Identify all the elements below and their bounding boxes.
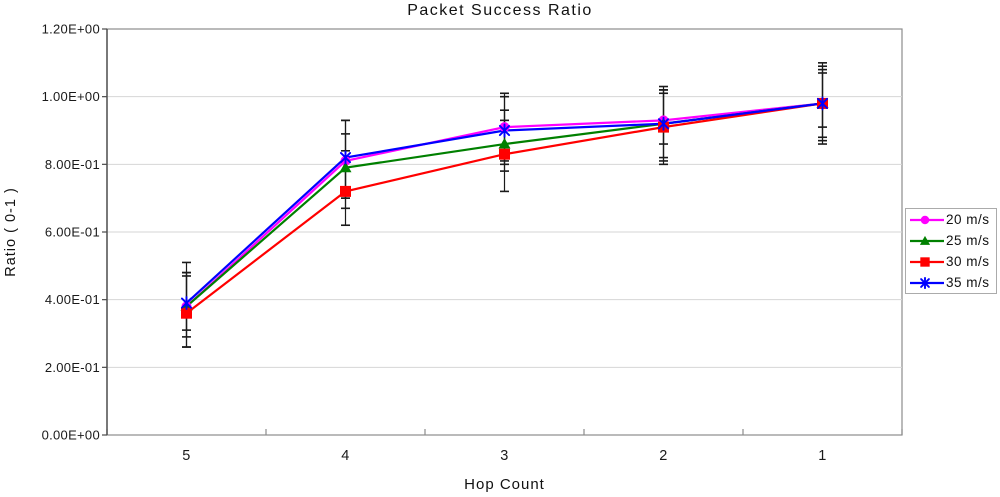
- legend-label: 20 m/s: [946, 212, 990, 227]
- legend-item-25-m-s: 25 m/s: [906, 230, 996, 251]
- marker-asterisk: [180, 296, 193, 310]
- marker-square: [499, 148, 510, 160]
- marker-asterisk: [920, 276, 930, 289]
- x-tick-label: 5: [182, 448, 191, 464]
- marker-circle: [920, 215, 930, 224]
- x-tick-label: 2: [659, 448, 668, 464]
- legend: 20 m/s 25 m/s 30 m/s 35 m/s: [905, 208, 997, 294]
- legend-marker-square-icon: [910, 256, 944, 267]
- legend-marker-asterisk-icon: [910, 276, 944, 289]
- y-axis-title: Ratio ( 0-1 ): [3, 187, 19, 277]
- y-tick-label: 1.00E+00: [42, 89, 100, 104]
- x-tick-label: 1: [818, 448, 827, 464]
- marker-asterisk: [816, 96, 829, 111]
- x-tick-label: 4: [341, 448, 350, 464]
- legend-label: 30 m/s: [946, 254, 990, 269]
- y-tick-label: 0.00E+00: [42, 428, 100, 443]
- legend-item-30-m-s: 30 m/s: [906, 251, 996, 272]
- marker-triangle: [339, 161, 352, 173]
- legend-item-35-m-s: 35 m/s: [906, 272, 996, 293]
- legend-label: 25 m/s: [946, 233, 990, 248]
- legend-marker-circle-icon: [910, 215, 944, 224]
- y-tick-label: 4.00E-01: [45, 292, 100, 307]
- legend-marker-triangle-icon: [910, 235, 944, 245]
- y-tick-label: 8.00E-01: [45, 157, 100, 172]
- markers: [180, 96, 829, 319]
- marker-square: [340, 185, 351, 197]
- legend-item-20-m-s: 20 m/s: [906, 209, 996, 230]
- marker-asterisk: [339, 150, 352, 165]
- gridlines: [107, 96, 902, 368]
- chart-title: Packet Success Ratio: [407, 2, 593, 19]
- marker-asterisk: [657, 116, 670, 131]
- marker-triangle: [919, 235, 931, 245]
- y-tick-label: 6.00E-01: [45, 225, 100, 240]
- marker-asterisk: [498, 123, 511, 138]
- x-axis-title: Hop Count: [464, 476, 545, 493]
- x-tick-label: 3: [500, 448, 509, 464]
- legend-label: 35 m/s: [946, 275, 990, 290]
- y-tick-label: 2.00E-01: [45, 360, 100, 375]
- y-axis: 0.00E+00 2.00E-01 4.00E-01 6.00E-01 8.00E-01…: [42, 22, 107, 443]
- marker-square: [920, 256, 930, 267]
- marker-triangle: [498, 138, 511, 149]
- marker-square: [181, 307, 192, 319]
- y-tick-label: 1.20E+00: [42, 22, 100, 37]
